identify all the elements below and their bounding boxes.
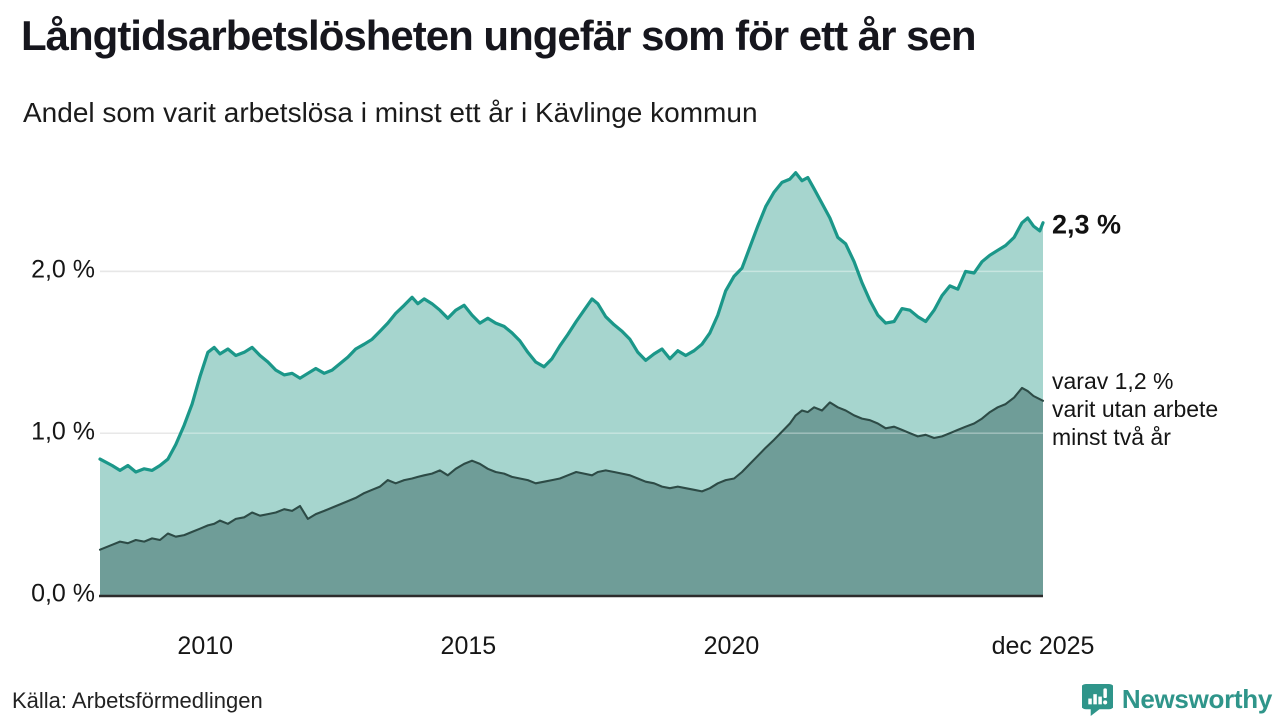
annotation-line: minst två år [1052, 423, 1171, 450]
chart-title: Långtidsarbetslösheten ungefär som för e… [21, 12, 977, 59]
y-axis-tick-label: 0,0 % [31, 579, 95, 608]
annotation-latest-value: 2,3 % [1052, 209, 1122, 240]
newsworthy-logo: Newsworthy [1081, 683, 1272, 716]
annotation-secondary-value: varav 1,2 % varit utan arbete minst två … [1052, 367, 1218, 451]
y-axis-tick-label: 1,0 % [31, 417, 95, 446]
series-line-0 [98, 171, 1045, 474]
chart-subtitle: Andel som varit arbetslösa i minst ett å… [23, 97, 758, 128]
brand-wordmark: Newsworthy [1121, 684, 1272, 714]
x-axis-tick-label: dec 2025 [991, 632, 1095, 660]
newsworthy-chart-bubble-icon [1081, 683, 1113, 716]
y-axis-tick-label: 2,0 % [31, 255, 95, 284]
x-axis-tick-label: 2010 [177, 632, 234, 660]
annotation-line: varit utan arbete [1052, 395, 1219, 422]
source-note: Källa: Arbetsförmedlingen [12, 688, 263, 713]
area-fill-series-1 [100, 387, 1043, 595]
annotation-line: varav 1,2 % [1052, 367, 1174, 394]
x-axis-tick-label: 2015 [440, 632, 497, 660]
x-axis-tick-label: 2020 [703, 632, 760, 660]
series-line-1 [98, 386, 1045, 551]
